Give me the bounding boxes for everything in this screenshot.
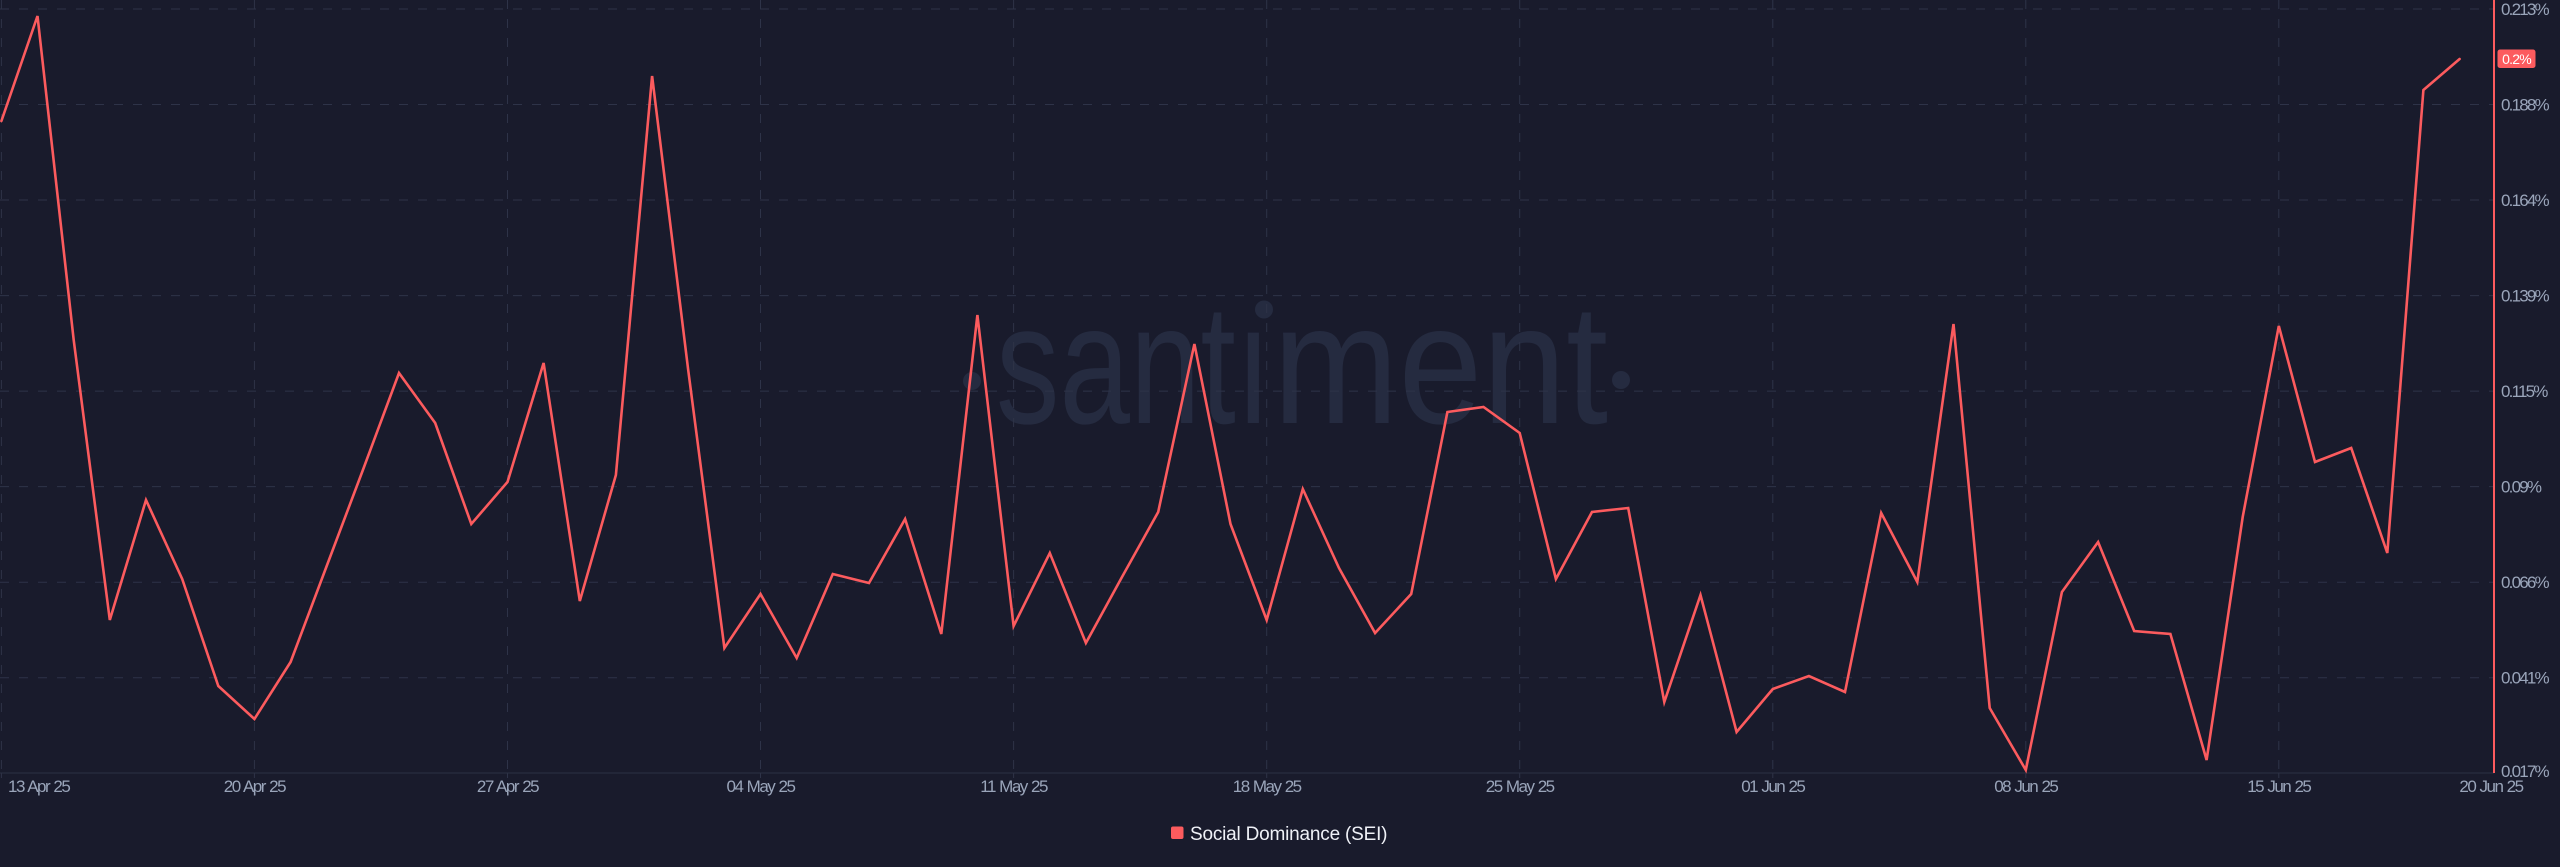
svg-text:27 Apr 25: 27 Apr 25 (477, 777, 539, 796)
svg-text:0.017%: 0.017% (2501, 762, 2550, 781)
svg-text:04 May 25: 04 May 25 (727, 777, 796, 796)
svg-text:15 Jun 25: 15 Jun 25 (2247, 777, 2311, 796)
svg-text:25 May 25: 25 May 25 (1486, 777, 1555, 796)
svg-text:0.139%: 0.139% (2501, 286, 2550, 305)
svg-text:0.213%: 0.213% (2501, 0, 2550, 19)
svg-text:11 May 25: 11 May 25 (980, 777, 1048, 796)
svg-text:0.164%: 0.164% (2501, 191, 2550, 210)
svg-text:08 Jun 25: 08 Jun 25 (1994, 777, 2058, 796)
svg-text:20 Jun 25: 20 Jun 25 (2459, 777, 2523, 796)
svg-text:0.041%: 0.041% (2501, 669, 2550, 688)
svg-text:01 Jun 25: 01 Jun 25 (1741, 777, 1805, 796)
svg-text:0.09%: 0.09% (2501, 477, 2542, 496)
svg-text:13 Apr 25: 13 Apr 25 (8, 777, 70, 796)
svg-text:0.066%: 0.066% (2501, 573, 2550, 592)
svg-text:0.2%: 0.2% (2502, 51, 2531, 67)
svg-text:20 Apr 25: 20 Apr 25 (224, 777, 286, 796)
svg-text:0.115%: 0.115% (2501, 382, 2548, 401)
svg-text:ment: ment (1273, 269, 1608, 460)
svg-text:santı: santı (996, 269, 1271, 460)
svg-text:0.188%: 0.188% (2501, 95, 2550, 114)
svg-text:18 May 25: 18 May 25 (1233, 777, 1302, 796)
svg-text:Social Dominance (SEI): Social Dominance (SEI) (1190, 824, 1387, 845)
